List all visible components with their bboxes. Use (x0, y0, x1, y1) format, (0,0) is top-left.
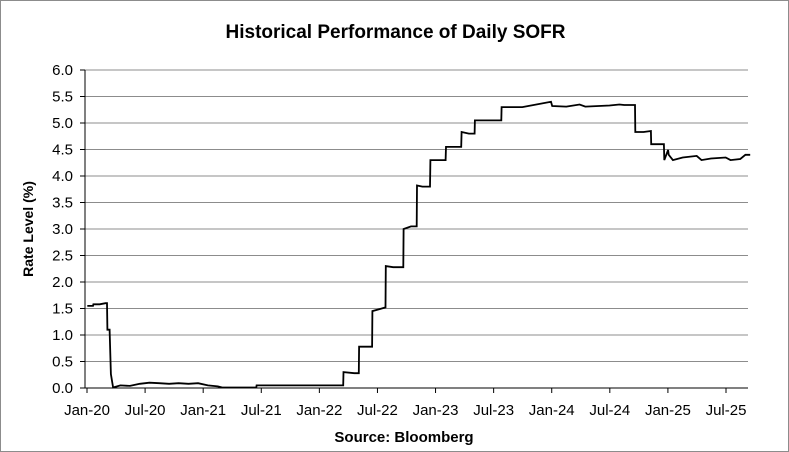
y-tick-label: 2.0 (52, 274, 73, 291)
x-tick-label: Jan-21 (180, 402, 226, 419)
y-tick-label: 0.0 (52, 380, 73, 397)
y-axis-label: Rate Level (%) (20, 181, 36, 277)
y-tick-label: 5.5 (52, 89, 73, 106)
y-tick-label: 1.5 (52, 301, 73, 318)
x-tick-label: Jul-21 (241, 402, 282, 419)
x-tick-label: Jul-24 (589, 402, 630, 419)
y-tick-label: 3.5 (52, 195, 73, 212)
x-tick-label: Jul-22 (357, 402, 398, 419)
y-tick-label: 6.0 (52, 62, 73, 79)
series-group (87, 100, 751, 389)
y-tick-label: 1.0 (52, 327, 73, 344)
y-tick-label: 3.0 (52, 221, 73, 238)
y-tick-label: 4.5 (52, 142, 73, 159)
x-axis-label: Source: Bloomberg (334, 429, 474, 446)
x-tick-label: Jan-24 (529, 402, 575, 419)
y-tick-label: 0.5 (52, 354, 73, 371)
y-tick-label: 2.5 (52, 248, 73, 265)
y-tick-label: 5.0 (52, 115, 73, 132)
x-tick-label: Jan-23 (413, 402, 459, 419)
series-line (87, 100, 751, 389)
y-tick-label: 4.0 (52, 168, 73, 185)
gridlines (80, 69, 748, 389)
x-tick-label: Jan-20 (64, 402, 110, 419)
x-tick-labels: Jan-20 Jul-20 Jan-21 Jul-21 Jan-22 Jul-22 Jan-… (64, 388, 746, 419)
x-tick-label: Jul-23 (473, 402, 514, 419)
y-tick-labels: 0.0 0.5 1.0 1.5 2.0 2.5 3.0 3.5 4.0 4.5 5.0 5.5 6.0 (52, 62, 73, 397)
x-tick-label: Jan-25 (645, 402, 691, 419)
x-tick-label: Jan-22 (296, 402, 342, 419)
x-tick-label: Jul-25 (706, 402, 747, 419)
chart-title: Historical Performance of Daily SOFR (225, 22, 566, 43)
x-tick-label: Jul-20 (125, 402, 166, 419)
